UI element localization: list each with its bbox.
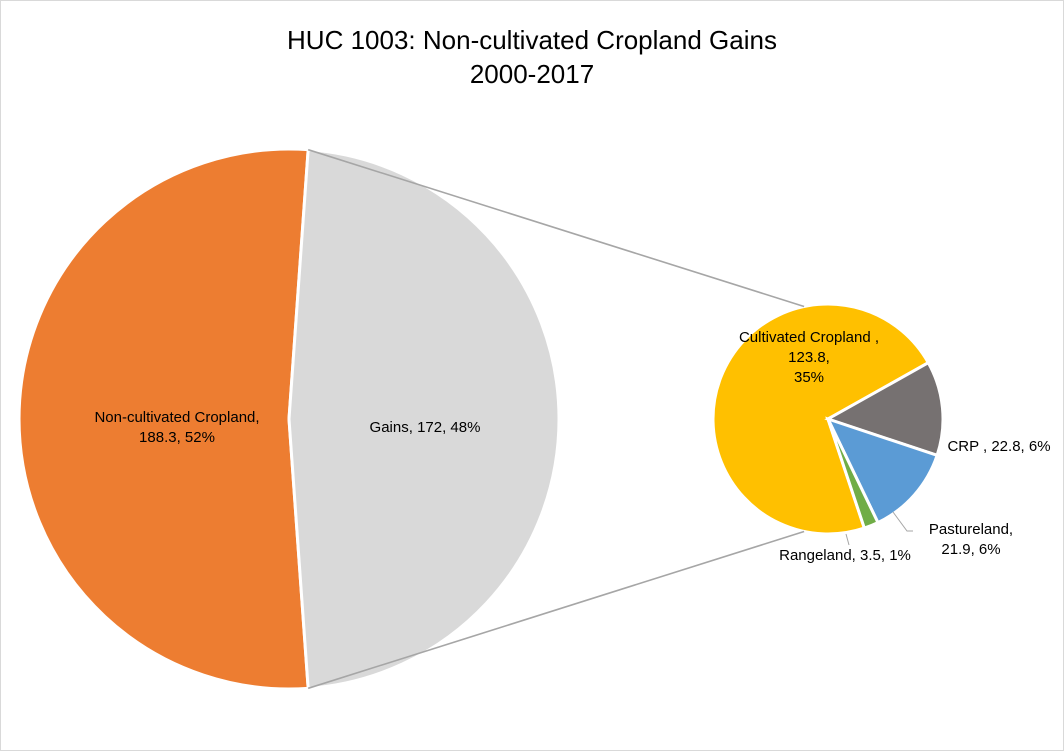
data-label-crp: CRP , 22.8, 6% [947,438,1050,455]
primary-slice-non-cultivated-cropland [17,147,310,691]
data-label-pastureland: Pastureland, 21.9, 6% [929,521,1013,558]
data-label-non-cultivated-cropland: Non-cultivated Cropland, 188.3, 52% [94,409,259,446]
secondary-slice-pastureland [825,416,940,525]
chart-subtitle-line: 2000-2017 [469,59,595,89]
secondary-slice-cultivated-cropland [711,302,931,536]
chart-title: HUC 1003: Non-cultivated Cropland Gains … [1,23,1063,91]
data-label-rangeland: Rangeland, 3.5, 1% [779,547,911,564]
leader-line-pastureland [892,511,913,532]
primary-slice-gains [287,148,561,690]
connector-line-top [307,148,805,308]
secondary-slice-rangeland [826,418,880,531]
connector-line-bottom [307,530,805,690]
data-label-gains: Gains, 172, 48% [370,419,481,436]
data-label-cultivated-cropland: Cultivated Cropland , 123.8, 35% [739,329,879,386]
secondary-slice-crp [824,360,945,458]
chart-title-line: HUC 1003: Non-cultivated Cropland Gains [287,25,777,55]
leader-line-rangeland [845,533,850,546]
